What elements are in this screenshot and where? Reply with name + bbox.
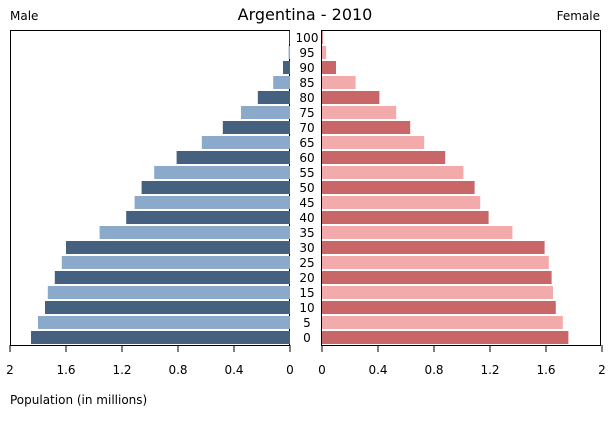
female-bar-age-55: [322, 166, 464, 179]
x-tick-label: 0: [286, 363, 294, 377]
right-plot-frame: [321, 30, 601, 346]
x-tick-label: 2: [6, 363, 14, 377]
male-bar-age-70: [222, 121, 290, 134]
age-label: 5: [303, 316, 311, 330]
male-bar-age-15: [47, 286, 290, 299]
female-bar-age-40: [322, 211, 489, 224]
male-bar-age-95: [288, 46, 290, 59]
age-label: 50: [299, 181, 314, 195]
female-bar-age-15: [322, 286, 553, 299]
age-label: 25: [299, 256, 314, 270]
age-label: 85: [299, 76, 314, 90]
male-bar-age-10: [45, 301, 290, 314]
female-bar-age-20: [322, 271, 552, 284]
age-label: 35: [299, 226, 314, 240]
female-bar-age-45: [322, 196, 481, 209]
age-label: 100: [296, 31, 319, 45]
female-bar-age-10: [322, 301, 556, 314]
male-bar-age-35: [99, 226, 290, 239]
age-label: 55: [299, 166, 314, 180]
female-bar-age-25: [322, 256, 549, 269]
female-bar-age-0: [322, 331, 569, 344]
age-label: 65: [299, 136, 314, 150]
x-tick-label: 0.8: [424, 363, 443, 377]
age-label: 90: [299, 61, 314, 75]
female-bar-age-5: [322, 316, 563, 329]
x-tick-label: 0.8: [168, 363, 187, 377]
age-label: 30: [299, 241, 314, 255]
male-label: Male: [10, 9, 38, 23]
x-tick-label: 1.6: [536, 363, 555, 377]
chart-title: Argentina - 2010: [238, 5, 373, 24]
female-bar-age-75: [322, 106, 397, 119]
x-tick-label: 1.2: [480, 363, 499, 377]
male-bar-age-75: [241, 106, 290, 119]
male-bar-age-65: [201, 136, 290, 149]
age-label: 15: [299, 286, 314, 300]
male-bar-age-20: [54, 271, 290, 284]
male-bar-age-0: [31, 331, 290, 344]
x-tick-label: 2: [598, 363, 606, 377]
x-tick-label: 1.2: [112, 363, 131, 377]
age-label: 45: [299, 196, 314, 210]
male-bar-age-85: [273, 76, 290, 89]
x-tick-label: 1.6: [56, 363, 75, 377]
male-bar-age-25: [61, 256, 290, 269]
female-bar-age-100: [322, 31, 323, 44]
x-axis-label: Population (in millions): [10, 393, 147, 407]
age-label: 10: [299, 301, 314, 315]
male-bar-age-60: [176, 151, 290, 164]
female-bar-age-90: [322, 61, 336, 74]
x-tick-label: 0: [318, 363, 326, 377]
female-bar-age-65: [322, 136, 425, 149]
female-bar-age-80: [322, 91, 380, 104]
x-tick-label: 0.4: [368, 363, 387, 377]
male-bar-age-40: [126, 211, 290, 224]
age-label: 20: [299, 271, 314, 285]
male-bar-age-55: [154, 166, 290, 179]
female-bar-age-35: [322, 226, 513, 239]
male-bar-age-45: [134, 196, 290, 209]
male-bar-age-50: [141, 181, 290, 194]
male-bar-age-100: [289, 31, 290, 44]
x-tick-label: 0.4: [224, 363, 243, 377]
female-bar-age-85: [322, 76, 356, 89]
male-bar-age-80: [257, 91, 290, 104]
female-bar-age-50: [322, 181, 475, 194]
female-bar-age-30: [322, 241, 545, 254]
male-bar-age-30: [66, 241, 290, 254]
female-bar-age-60: [322, 151, 446, 164]
male-bar-age-5: [38, 316, 290, 329]
age-label: 60: [299, 151, 314, 165]
male-bar-age-90: [283, 61, 290, 74]
age-label: 80: [299, 91, 314, 105]
age-label: 70: [299, 121, 314, 135]
age-label: 40: [299, 211, 314, 225]
age-label: 75: [299, 106, 314, 120]
female-label: Female: [557, 9, 600, 23]
age-label: 0: [303, 331, 311, 345]
female-bar-age-70: [322, 121, 411, 134]
age-label: 95: [299, 46, 314, 60]
female-bar-age-95: [322, 46, 327, 59]
